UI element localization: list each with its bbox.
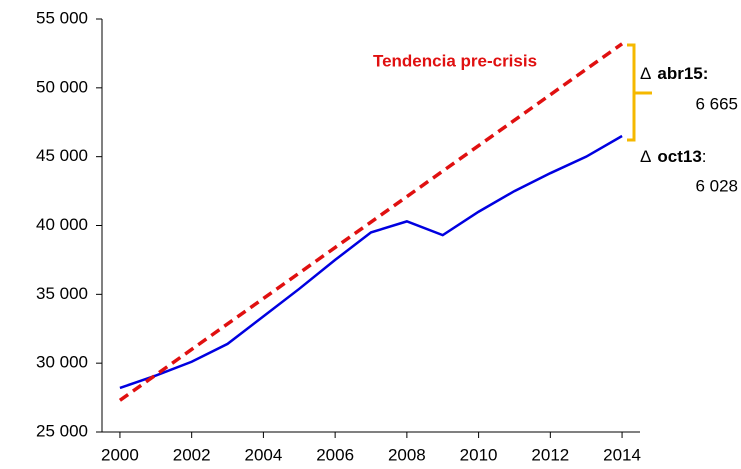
x-tick-label: 2006: [316, 445, 354, 464]
bracket: [627, 43, 652, 142]
y-tick-label: 55 000: [36, 8, 88, 27]
annotation-part: oct13: [657, 147, 701, 166]
x-tick-label: 2010: [460, 445, 498, 464]
annotation-part: Δ: [640, 64, 651, 83]
annotation-part: abr15:: [657, 64, 708, 83]
x-tick-label: 2002: [173, 445, 211, 464]
y-tick-label: 30 000: [36, 353, 88, 372]
annotation-part: Δ: [640, 147, 651, 166]
y-tick-label: 45 000: [36, 146, 88, 165]
x-tick-label: 2008: [388, 445, 426, 464]
annotation: 6 028: [695, 176, 738, 195]
x-tick-label: 2000: [101, 445, 139, 464]
x-tick-label: 2004: [244, 445, 282, 464]
series-line: [118, 42, 624, 402]
x-tick-label: 2012: [531, 445, 569, 464]
x-tick-label: 2014: [603, 445, 641, 464]
y-tick-label: 40 000: [36, 215, 88, 234]
annotation: 6 665: [695, 94, 738, 113]
y-tick-label: 35 000: [36, 284, 88, 303]
y-tick-label: 25 000: [36, 421, 88, 440]
annotation-part: :: [702, 147, 707, 166]
annotation: Tendencia pre-crisis: [373, 51, 537, 70]
series-line: [119, 134, 623, 390]
y-tick-label: 50 000: [36, 77, 88, 96]
